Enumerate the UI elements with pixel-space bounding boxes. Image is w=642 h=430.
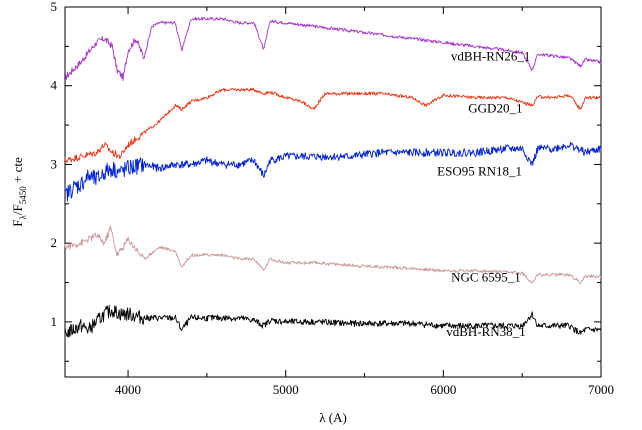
series-label-3: ESO95 RN18_1 [437,163,522,178]
series-label-4: NGC 6595_1 [451,270,521,285]
y-tick-label: 1 [51,314,58,329]
x-tick-label: 4000 [115,382,141,397]
x-axis-label: λ (A) [319,410,347,425]
series-label-5: vdBH-RN38_1 [446,324,525,339]
y-axis-label-main: F [10,219,25,226]
x-tick-label: 5000 [273,382,299,397]
y-tick-label: 5 [51,0,58,14]
y-axis-label-sub2: 5450 [18,186,28,205]
y-tick-label: 2 [51,235,58,250]
y-axis-label-tail: + cte [10,157,25,186]
y-tick-label: 4 [51,78,58,93]
y-tick-label: 3 [51,156,58,171]
y-axis-label-mid: /F [10,204,25,215]
series-label-2: GGD20_1 [468,100,522,115]
x-tick-label: 7000 [588,382,614,397]
series-label-1: vdBH-RN26_1 [451,49,530,64]
x-tick-label: 6000 [430,382,456,397]
